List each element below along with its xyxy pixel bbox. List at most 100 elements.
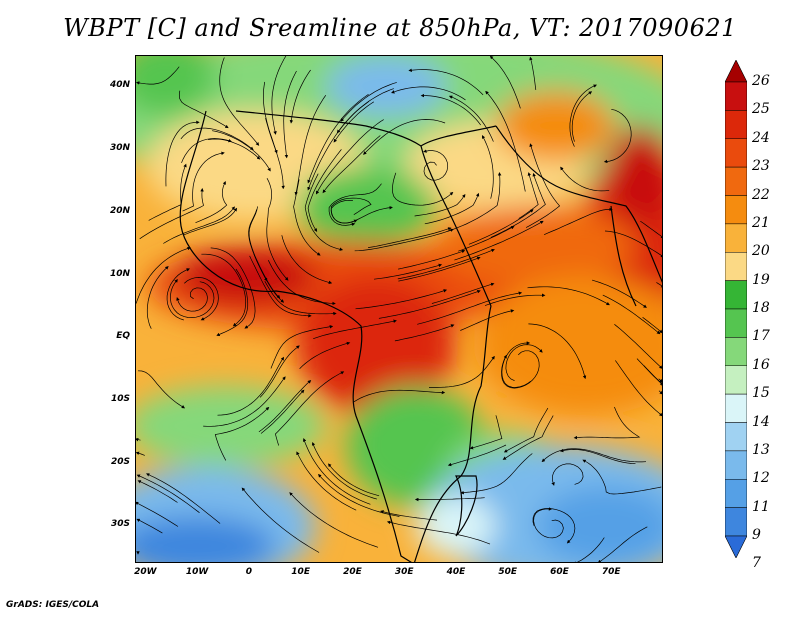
streamline xyxy=(420,93,481,126)
streamline xyxy=(248,209,268,282)
streamline xyxy=(296,451,357,511)
colorbar-segment xyxy=(725,450,747,480)
colorbar-level-label: 11 xyxy=(752,498,770,515)
colorbar-segment xyxy=(725,223,747,253)
streamline xyxy=(328,183,382,227)
streamline xyxy=(658,390,662,395)
streamline xyxy=(214,406,270,461)
colorbar-level-label: 20 xyxy=(752,243,770,260)
streamline xyxy=(560,166,610,192)
streamline xyxy=(398,249,466,270)
streamline xyxy=(604,230,662,258)
streamline xyxy=(505,344,543,382)
streamline xyxy=(642,317,662,334)
streamline xyxy=(386,520,491,545)
streamline xyxy=(195,181,228,224)
colorbar-level-label: 18 xyxy=(752,300,770,316)
streamline xyxy=(424,192,480,225)
wbpt-map xyxy=(136,56,662,562)
streamline xyxy=(176,287,208,312)
lat-tick-label: 40N xyxy=(109,80,130,91)
streamline xyxy=(203,376,286,427)
streamline xyxy=(541,448,647,463)
colorbar-segment xyxy=(725,393,747,423)
streamline xyxy=(304,173,344,251)
streamline xyxy=(447,172,502,232)
streamline xyxy=(614,324,662,369)
streamline xyxy=(484,293,546,306)
streamline xyxy=(264,281,337,316)
colorbar-segment xyxy=(725,81,747,111)
streamline xyxy=(328,463,380,497)
streamline xyxy=(447,444,507,467)
colorbar-segment xyxy=(725,308,747,338)
streamline xyxy=(378,290,481,319)
colorbar-level-label: 21 xyxy=(752,214,770,231)
coastlines xyxy=(179,110,662,562)
streamline xyxy=(289,492,379,548)
colorbar-level-label: 26 xyxy=(752,73,770,89)
streamline xyxy=(602,294,661,335)
streamline xyxy=(518,172,539,219)
footer-credit: GrADS: IGES/COLA xyxy=(6,600,100,610)
lat-tick-label: 30N xyxy=(109,143,130,154)
streamline xyxy=(533,507,564,539)
streamline xyxy=(270,325,334,369)
streamline xyxy=(258,380,312,433)
streamline xyxy=(333,101,374,143)
streamline xyxy=(501,341,531,388)
streamline xyxy=(454,220,544,261)
streamline xyxy=(525,143,561,228)
streamline xyxy=(182,151,225,212)
colorbar-segment xyxy=(725,478,747,508)
colorbar-segment xyxy=(725,60,747,83)
colorbar-level-label: 22 xyxy=(752,186,770,203)
lon-tick-label: 20W xyxy=(134,567,157,577)
colorbar-level-label: 24 xyxy=(752,129,770,146)
streamline xyxy=(448,95,494,142)
streamline xyxy=(391,86,466,101)
streamline xyxy=(397,248,495,280)
streamline xyxy=(163,206,235,244)
lon-tick-label: 10E xyxy=(291,567,310,577)
streamline xyxy=(139,187,204,240)
streamline xyxy=(571,91,593,142)
streamline xyxy=(313,319,397,340)
streamline xyxy=(322,135,381,194)
streamline xyxy=(293,179,321,256)
streamline xyxy=(302,438,371,505)
streamline xyxy=(460,309,515,331)
streamline xyxy=(165,120,200,187)
streamline xyxy=(481,135,494,199)
streamline xyxy=(485,90,526,192)
streamline xyxy=(307,94,369,184)
streamline xyxy=(417,291,523,325)
colorbar-level-label: 9 xyxy=(752,527,761,543)
streamline xyxy=(394,324,455,342)
streamline xyxy=(146,473,221,524)
colorbar-level-label: 17 xyxy=(752,328,770,345)
colorbar-level-label: 25 xyxy=(752,101,770,118)
streamline xyxy=(137,480,178,503)
colorbar-level-label: 19 xyxy=(752,271,770,288)
streamline xyxy=(184,277,219,321)
streamline xyxy=(353,389,446,403)
streamline xyxy=(458,226,515,252)
map-panel xyxy=(135,55,663,563)
lat-tick-label: 30S xyxy=(110,519,130,530)
streamline xyxy=(166,268,190,321)
colorbar xyxy=(725,60,747,558)
streamline xyxy=(178,90,229,129)
colorbar-segment xyxy=(725,365,747,395)
streamline xyxy=(636,358,662,386)
streamline xyxy=(136,451,145,456)
chart-title: WBPT [C] and Sreamline at 850hPa, VT: 20… xyxy=(63,14,737,42)
streamline xyxy=(380,510,438,521)
streamline xyxy=(283,70,297,159)
colorbar-level-label: 23 xyxy=(752,158,770,175)
streamline xyxy=(219,57,260,146)
streamline xyxy=(603,108,632,164)
streamline xyxy=(307,149,342,232)
streamline xyxy=(373,263,443,280)
streamline xyxy=(201,253,247,327)
